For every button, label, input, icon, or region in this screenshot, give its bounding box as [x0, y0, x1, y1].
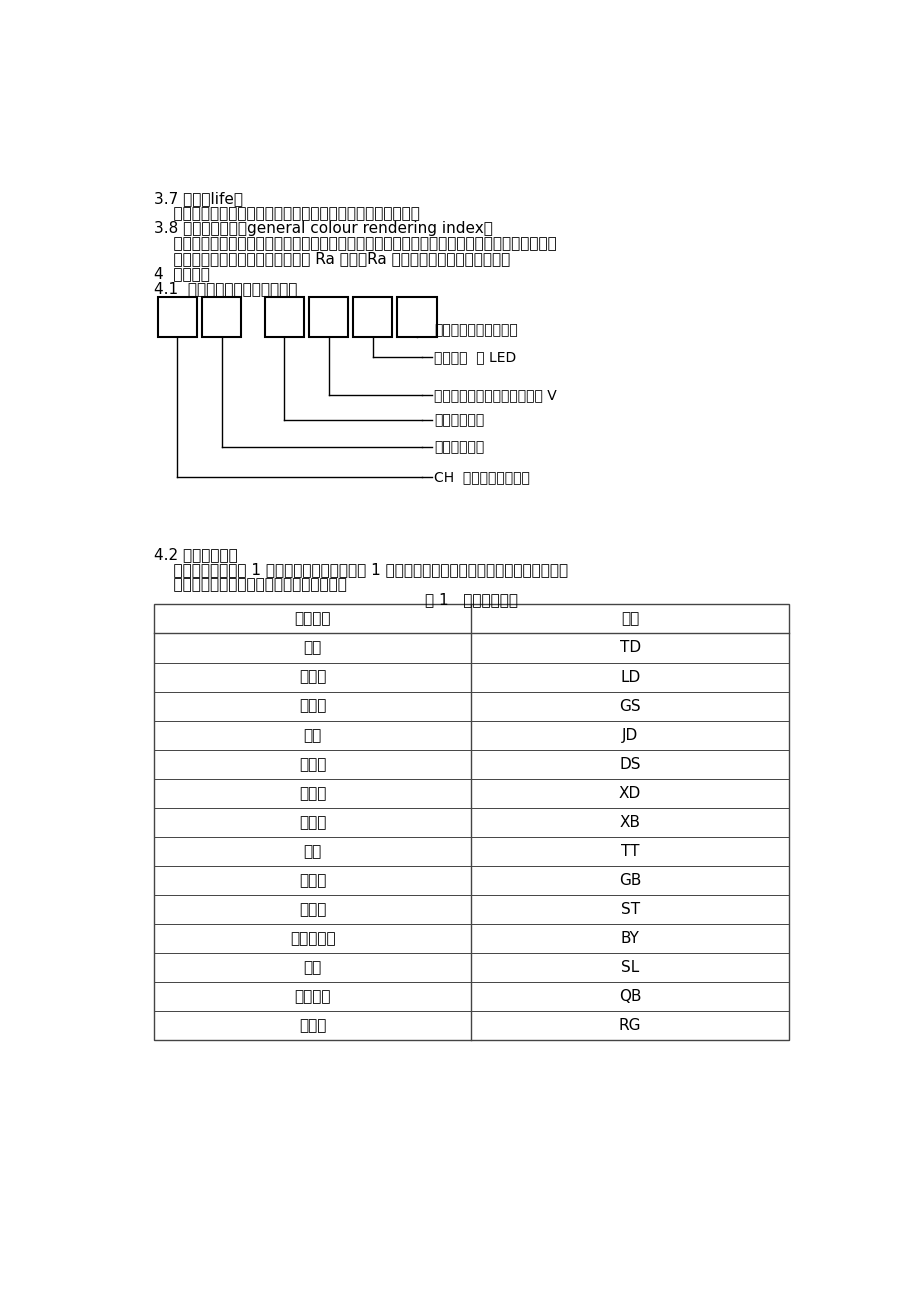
Text: 代号: 代号 [620, 612, 639, 626]
Text: 4  产品分类: 4 产品分类 [154, 267, 210, 281]
Text: CH  公司名，表示炽华: CH 公司名，表示炽华 [434, 470, 529, 484]
Bar [158, 297, 197, 337]
Text: SL: SL [620, 961, 639, 975]
Text: GB: GB [618, 874, 641, 888]
Text: QB: QB [618, 990, 641, 1004]
Text: ST: ST [620, 902, 639, 917]
Text: XB: XB [619, 815, 640, 829]
Text: 灯具类别: 灯具类别 [294, 612, 331, 626]
Text: 引入显色指数的概念。显色指数用 Ra 表示，Ra 值越大，光源的显色性越好。: 引入显色指数的概念。显色指数用 Ra 表示，Ra 值越大，光源的显色性越好。 [154, 251, 510, 267]
Text: 4.1  产品型号的命名方法如下：: 4.1 产品型号的命名方法如下： [154, 281, 297, 297]
Text: 3.8 一般显色指数（general colour rendering index）: 3.8 一般显色指数（general colour rendering inde… [154, 221, 493, 237]
Text: 手提灯: 手提灯 [299, 902, 326, 917]
Text: 吊顶灯: 吊顶灯 [299, 756, 326, 772]
Text: 灯发射光的光谱特性对于被照物体外表的影响称为显色性。为了对光源的显色性进行定量评价，: 灯发射光的光谱特性对于被照物体外表的影响称为显色性。为了对光源的显色性进行定量评… [154, 237, 556, 251]
Text: 4.2 灯具类别代号: 4.2 灯具类别代号 [154, 547, 238, 562]
Text: GS: GS [618, 699, 641, 713]
Bar [154, 604, 788, 1040]
Text: 光源颜色代码: 光源颜色代码 [434, 413, 484, 427]
Text: LD: LD [619, 669, 640, 685]
Text: 电源电压用数字表示，单位为 V: 电源电压用数字表示，单位为 V [434, 388, 557, 402]
Text: BY: BY [620, 931, 639, 947]
Text: 挂壁灯: 挂壁灯 [299, 874, 326, 888]
Bar [202, 297, 241, 337]
Text: 吸壁灯: 吸壁灯 [299, 815, 326, 829]
Text: 射灯: 射灯 [303, 961, 322, 975]
Text: 灯工作到失效时，或根据标准规定认为其已失效时的总时间。: 灯工作到失效时，或根据标准规定认为其已失效时的总时间。 [154, 207, 420, 221]
Text: 落地灯: 落地灯 [299, 669, 326, 685]
Text: 灯具类别代号: 灯具类别代号 [434, 440, 484, 454]
Bar [265, 297, 303, 337]
Text: 格栅灯: 格栅灯 [299, 699, 326, 713]
Text: 吸顶灯: 吸顶灯 [299, 786, 326, 801]
Text: TT: TT [620, 844, 639, 859]
Text: 表 1   灯具类别代号: 表 1 灯具类别代号 [425, 592, 517, 607]
Text: 光源数量用阿拉伯数字: 光源数量用阿拉伯数字 [434, 324, 517, 337]
Text: 台灯: 台灯 [303, 641, 322, 655]
Text: RG: RG [618, 1018, 641, 1034]
Text: 日光灯: 日光灯 [299, 1018, 326, 1034]
Text: 灯具类别代号按表 1 规定的字母表达，对于表 1 以外的灯具类别，由产品名称中表达灯具特征: 灯具类别代号按表 1 规定的字母表达，对于表 1 以外的灯具类别，由产品名称中表… [154, 562, 568, 577]
Text: 3.7 寿命（life）: 3.7 寿命（life） [154, 191, 243, 206]
Text: DS: DS [618, 756, 641, 772]
Text: TD: TD [618, 641, 640, 655]
Text: XD: XD [618, 786, 641, 801]
Text: 嵌壁式灯: 嵌壁式灯 [294, 990, 331, 1004]
Bar [353, 297, 391, 337]
Text: 备用照明灯: 备用照明灯 [289, 931, 335, 947]
Bar [309, 297, 347, 337]
Bar [397, 297, 437, 337]
Text: 光源代号  为 LED: 光源代号 为 LED [434, 350, 516, 363]
Text: 筒灯: 筒灯 [303, 844, 322, 859]
Text: 的两个汉语拼音首字母组成灯具类别代号。: 的两个汉语拼音首字母组成灯具类别代号。 [154, 577, 346, 592]
Text: JD: JD [621, 728, 638, 742]
Text: 夹灯: 夹灯 [303, 728, 322, 742]
